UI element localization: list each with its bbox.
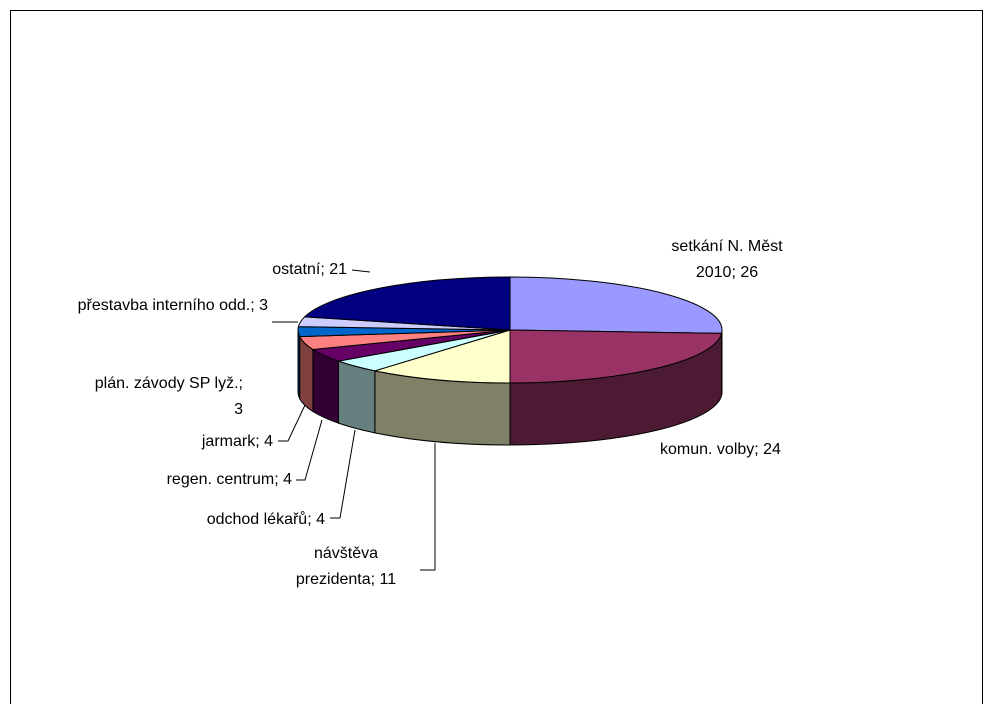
- data-label: návštěva prezidenta; 11: [295, 545, 397, 588]
- pie-slice-side: [312, 348, 339, 424]
- leader-line: [296, 419, 323, 481]
- leader-line: [278, 404, 306, 442]
- pie-slice-side: [337, 360, 376, 434]
- data-label: ostatní; 21: [272, 261, 347, 278]
- data-label: komun. volby; 24: [660, 441, 781, 458]
- leader-line: [351, 269, 371, 273]
- pie-slice: [509, 329, 723, 384]
- pie-slice: [303, 276, 511, 331]
- data-label: odchod lékařů; 4: [206, 511, 325, 528]
- data-label: regen. centrum; 4: [166, 471, 292, 488]
- leader-line: [330, 429, 356, 519]
- pie-slice: [509, 276, 723, 334]
- data-label: setkání N. Měst 2010; 26: [671, 238, 783, 281]
- leader-line: [420, 443, 436, 571]
- pie-slice-side: [297, 329, 301, 399]
- data-label: jarmark; 4: [201, 433, 273, 450]
- pie-slice: [374, 329, 511, 384]
- data-label: plán. závody SP lyž.; 3: [94, 375, 243, 418]
- data-label: přestavba interního odd.; 3: [77, 297, 268, 314]
- chart-frame: [10, 10, 983, 704]
